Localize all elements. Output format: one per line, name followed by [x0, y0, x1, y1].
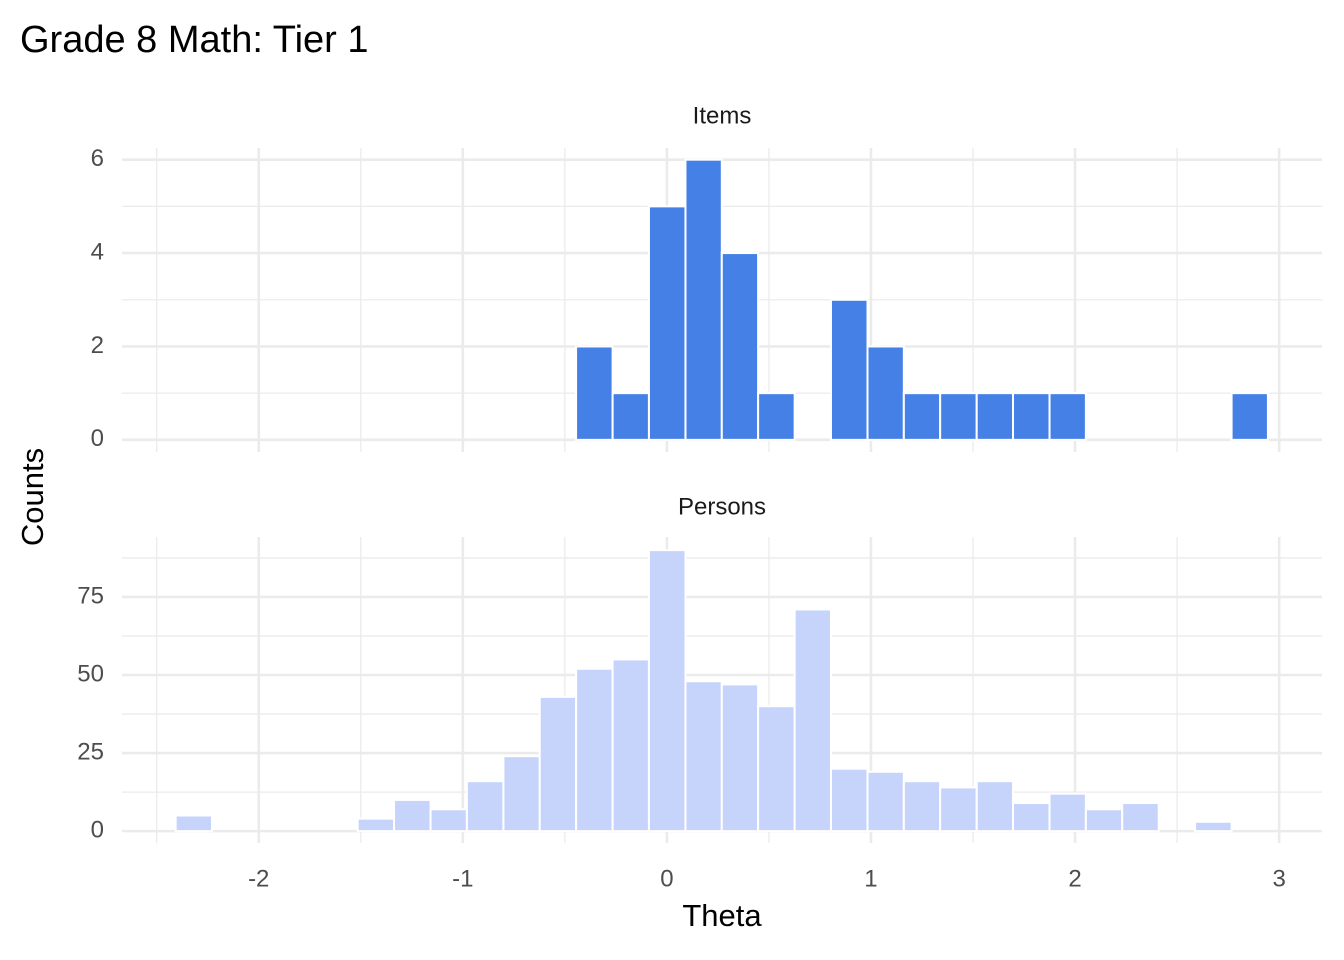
- bar: [902, 780, 942, 833]
- bar: [575, 345, 614, 441]
- y-axis-label: Counts: [15, 448, 50, 546]
- bar: [866, 770, 905, 833]
- bar: [1012, 392, 1051, 441]
- bar: [611, 658, 650, 833]
- bar: [902, 392, 942, 441]
- bar: [866, 345, 905, 441]
- x-tick-label: 3: [1272, 865, 1285, 892]
- bar: [975, 392, 1015, 441]
- bar: [939, 786, 978, 833]
- y-tick-label: 25: [77, 738, 104, 765]
- bar: [393, 798, 432, 833]
- bar: [829, 767, 869, 833]
- y-tick-label: 2: [91, 332, 104, 359]
- bar: [465, 780, 505, 833]
- bar: [684, 158, 723, 441]
- bar: [684, 680, 723, 833]
- x-tick-label: -1: [452, 865, 473, 892]
- bar: [720, 252, 760, 441]
- bar: [1084, 808, 1124, 833]
- panel-title: Items: [693, 102, 752, 129]
- y-tick-label: 0: [91, 816, 104, 843]
- bar: [757, 392, 796, 441]
- y-tick-label: 50: [77, 660, 104, 687]
- bar: [611, 392, 650, 441]
- bar: [1121, 802, 1160, 833]
- bar: [647, 549, 687, 833]
- bar: [1194, 820, 1233, 833]
- bar: [720, 683, 760, 833]
- bar: [1230, 392, 1269, 441]
- bar: [356, 817, 396, 833]
- y-tick-label: 75: [77, 582, 104, 609]
- x-tick-label: -2: [248, 865, 269, 892]
- bar: [647, 205, 687, 441]
- x-tick-label: 1: [864, 865, 877, 892]
- bar: [575, 667, 614, 833]
- bar: [793, 608, 832, 833]
- bar: [538, 695, 578, 833]
- bar: [1048, 792, 1087, 833]
- bar: [975, 780, 1015, 833]
- y-tick-label: 6: [91, 145, 104, 172]
- y-tick-label: 4: [91, 238, 104, 265]
- panel-title: Persons: [678, 493, 766, 520]
- x-axis-label: Theta: [682, 898, 762, 933]
- x-tick-label: 2: [1068, 865, 1081, 892]
- bar: [939, 392, 978, 441]
- bar: [829, 298, 869, 441]
- bar: [502, 755, 541, 833]
- x-tick-label: 0: [660, 865, 673, 892]
- bar: [1012, 802, 1051, 833]
- bar: [429, 808, 468, 833]
- chart-title: Grade 8 Math: Tier 1: [20, 19, 369, 61]
- y-tick-label: 0: [91, 425, 104, 452]
- bar: [174, 814, 213, 833]
- bar: [1048, 392, 1087, 441]
- bar: [757, 705, 796, 833]
